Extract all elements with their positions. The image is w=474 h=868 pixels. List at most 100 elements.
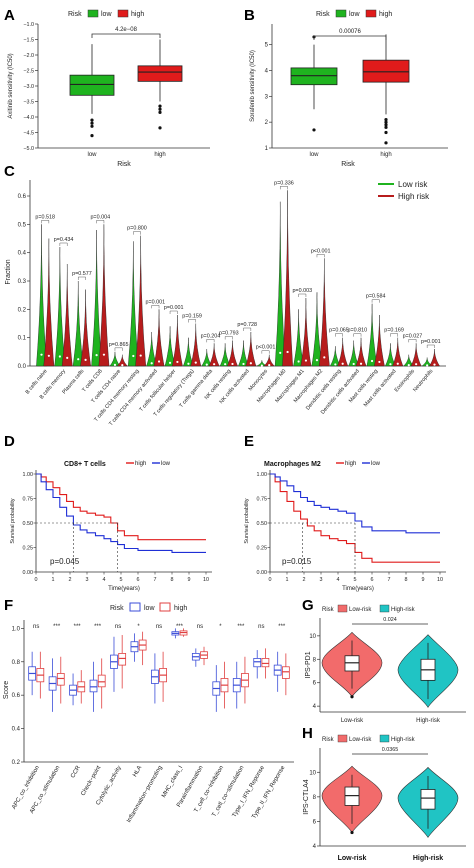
pvalue-e: p=0.015 bbox=[282, 557, 312, 566]
y-label-c: Fraction bbox=[5, 259, 12, 284]
legend-high-g: High-risk bbox=[391, 607, 416, 613]
f-signif-3: *** bbox=[94, 624, 102, 630]
c-high-8-median bbox=[194, 361, 197, 364]
d-ytick-label-3: 0.75 bbox=[23, 497, 34, 503]
x-tick-low-b: low bbox=[309, 152, 319, 158]
c-ytick-label-4: 0.4 bbox=[18, 251, 27, 257]
c-low-21-median bbox=[426, 364, 429, 367]
c-high-4-violin bbox=[116, 354, 128, 367]
f-ytick-label-3: 0.8 bbox=[12, 660, 21, 666]
c-low-18-median bbox=[370, 359, 374, 363]
a-box-low-outlier-1 bbox=[90, 121, 94, 125]
panel-label-d: D bbox=[4, 433, 15, 450]
pvalue-a: 4.2e−08 bbox=[115, 27, 138, 33]
legend-low-h: Low-risk bbox=[349, 737, 372, 743]
c-ytick-label-5: 0.5 bbox=[18, 222, 27, 228]
plot-area-g bbox=[321, 631, 459, 708]
y-label-d: Survival probability bbox=[10, 498, 16, 544]
a-ytick-label-7: −1.5 bbox=[23, 38, 34, 44]
e-xtick-label-6: 6 bbox=[371, 577, 374, 583]
c-bracket-5 bbox=[133, 231, 141, 235]
f-signif-10: *** bbox=[237, 624, 245, 630]
c-ytick-label-6: 0.6 bbox=[18, 194, 27, 200]
panel-b: Risk low high 1 2 3 4 5 Sorafenib sensitivit… bbox=[250, 9, 448, 168]
y-ticks-c: 0.0 0.1 0.2 0.3 0.4 0.5 0.6 bbox=[18, 194, 30, 370]
legend-swatch-low-a bbox=[87, 9, 99, 18]
title-d: CD8+ T cells bbox=[64, 461, 106, 468]
h-ytick-label-3: 10 bbox=[309, 770, 316, 776]
panel-label-e: E bbox=[244, 433, 254, 450]
legend-low-b: low bbox=[349, 11, 360, 18]
f-xtick-7: MHC_class_I bbox=[161, 765, 184, 799]
legend-swatch-high-h bbox=[379, 734, 390, 743]
c-low-20-violin bbox=[403, 354, 415, 367]
a-box-low-outlier-3 bbox=[90, 134, 94, 138]
c-low-0-median bbox=[40, 353, 43, 356]
plot-area-a bbox=[69, 39, 183, 138]
c-low-8-violin bbox=[183, 337, 194, 367]
c-pvalue-8: p=0.159 bbox=[182, 314, 202, 320]
c-low-5-violin bbox=[127, 241, 139, 367]
f-ytick-label-2: 0.6 bbox=[12, 693, 21, 699]
c-high-19-violin bbox=[392, 337, 404, 367]
legend-swatch-low-b bbox=[335, 9, 347, 18]
c-pvalue-18: p=0.584 bbox=[366, 294, 386, 300]
y-label-e: Survival probability bbox=[244, 498, 250, 544]
c-low-11-violin bbox=[238, 340, 250, 367]
b-ytick-label-1: 2 bbox=[265, 120, 269, 126]
e-xtick-label-2: 2 bbox=[303, 577, 306, 583]
a-ytick-label-4: −3.0 bbox=[23, 84, 34, 90]
c-pvalue-17: p=0.810 bbox=[348, 328, 368, 334]
d-xtick-label-8: 8 bbox=[171, 577, 174, 583]
legend-swatch-low-h bbox=[337, 734, 348, 743]
c-low-9-median bbox=[205, 363, 208, 366]
c-bracket-2 bbox=[78, 276, 86, 280]
c-ytick-label-1: 0.1 bbox=[18, 336, 27, 342]
f-signif-11: ns bbox=[258, 624, 264, 630]
a-box-low-box bbox=[69, 74, 115, 96]
a-box-low-outlier-0 bbox=[90, 118, 94, 122]
c-high-6-violin bbox=[153, 309, 165, 367]
b-box-high-outlier-4 bbox=[384, 130, 388, 135]
c-high-15-median bbox=[323, 356, 326, 359]
c-high-13-median bbox=[286, 350, 289, 354]
legend-low-d: low bbox=[161, 461, 171, 467]
x-label-e: Time(years) bbox=[342, 586, 374, 592]
c-low-1-violin bbox=[54, 246, 66, 367]
c-low-14-violin bbox=[293, 309, 304, 367]
a-box-high-outlier-2 bbox=[158, 110, 162, 114]
panel-d: CD8+ T cells high low 0 1 2 3 4 5 6 7 8 9 10 0.00 0.… bbox=[10, 461, 212, 592]
c-high-20-violin bbox=[410, 343, 422, 367]
x-tick-high-b: high bbox=[380, 152, 391, 158]
b-ytick-label-2: 3 bbox=[265, 94, 269, 100]
c-high-5-violin bbox=[135, 235, 147, 367]
c-high-9-violin bbox=[208, 343, 220, 367]
f-high-3-box bbox=[97, 674, 106, 688]
c-pvalue-13: p=0.336 bbox=[274, 180, 294, 186]
c-high-0-violin bbox=[43, 238, 55, 367]
c-pvalue-7: p=0.001 bbox=[164, 305, 184, 311]
c-ytick-label-0: 0.0 bbox=[18, 364, 27, 370]
c-high-3-violin bbox=[98, 224, 110, 367]
c-bracket-12 bbox=[261, 350, 270, 354]
a-ytick-label-1: −4.5 bbox=[23, 131, 34, 137]
legend-high-h: High-risk bbox=[391, 737, 416, 743]
d-median-guide bbox=[36, 522, 118, 572]
plot-area-f: ns *** *** *** ns * ns *** ns * *** ns *** bbox=[28, 624, 290, 712]
f-signif-12: *** bbox=[278, 624, 286, 630]
legend-swatch-high-b bbox=[365, 9, 377, 18]
c-pvalue-4: p=0.865 bbox=[109, 342, 129, 348]
f-signif-1: *** bbox=[53, 624, 61, 630]
legend-high-e: high bbox=[345, 461, 356, 467]
c-bracket-20 bbox=[408, 339, 417, 343]
b-box-high-outlier-0 bbox=[384, 117, 388, 122]
a-ytick-label-3: −3.5 bbox=[23, 100, 34, 106]
a-ytick-label-2: −4.0 bbox=[23, 115, 34, 121]
panel-e: Macrophages M2 high low 0 1 2 3 4 5 6 7 8 9 10 0.00… bbox=[244, 461, 446, 592]
d-ytick-label-0: 0.00 bbox=[23, 570, 34, 576]
b-box-low-box bbox=[290, 67, 338, 86]
c-low-7-violin bbox=[164, 326, 176, 367]
e-xtick-label-5: 5 bbox=[354, 577, 357, 583]
e-ytick-label-1: 0.25 bbox=[257, 546, 268, 552]
